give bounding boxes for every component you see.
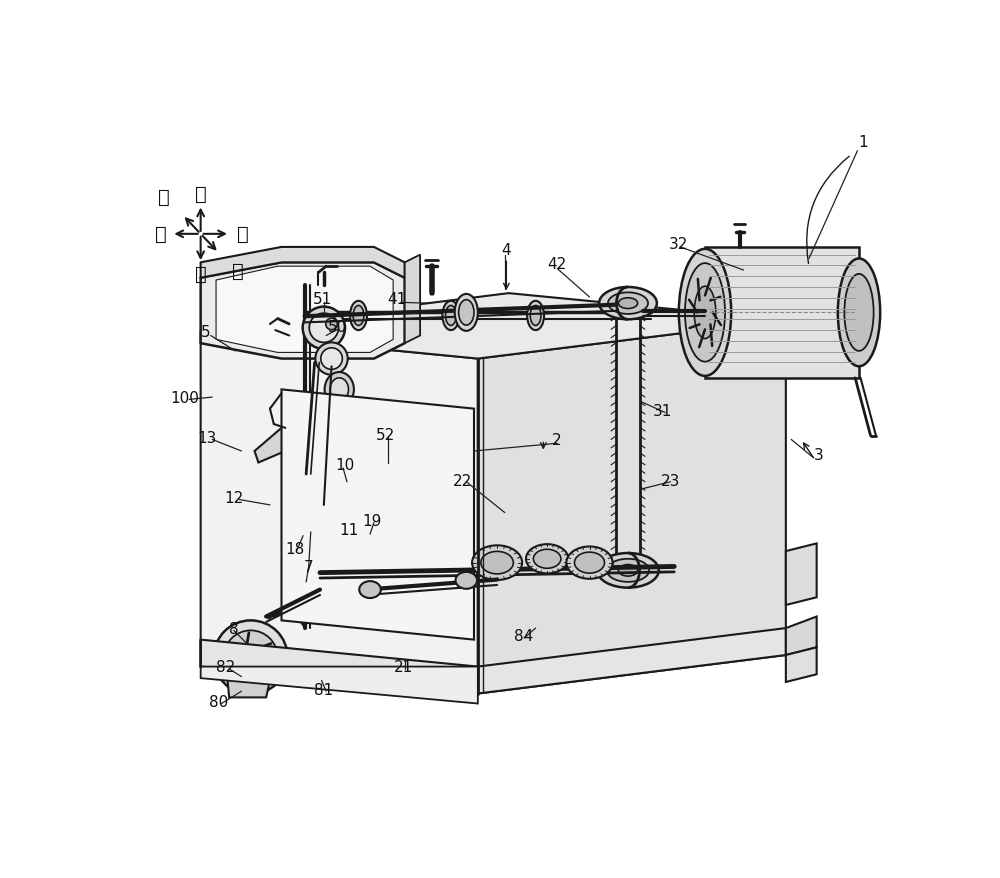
Polygon shape (201, 248, 405, 278)
Text: 右: 右 (237, 225, 249, 244)
Bar (297, 474, 320, 517)
Ellipse shape (608, 293, 648, 314)
Ellipse shape (359, 581, 381, 599)
Text: 21: 21 (394, 659, 413, 674)
Ellipse shape (694, 287, 716, 339)
Text: 3: 3 (814, 448, 824, 463)
Text: 23: 23 (661, 473, 680, 488)
Text: 1: 1 (858, 135, 868, 150)
Text: 11: 11 (339, 522, 358, 537)
Text: 8: 8 (229, 621, 239, 636)
Ellipse shape (574, 552, 605, 573)
Text: 42: 42 (548, 257, 567, 272)
Ellipse shape (526, 544, 568, 573)
Ellipse shape (446, 306, 456, 326)
Ellipse shape (679, 249, 731, 377)
Polygon shape (201, 332, 478, 694)
Polygon shape (786, 617, 817, 655)
Polygon shape (228, 674, 270, 698)
Polygon shape (201, 294, 786, 359)
Ellipse shape (442, 301, 459, 331)
Circle shape (214, 621, 288, 694)
Text: 81: 81 (314, 682, 333, 697)
Circle shape (224, 630, 278, 685)
Polygon shape (201, 640, 478, 704)
Text: 82: 82 (216, 659, 236, 674)
Text: 80: 80 (209, 694, 228, 709)
Text: 22: 22 (453, 473, 472, 488)
Text: 31: 31 (653, 404, 672, 419)
Text: 13: 13 (197, 430, 216, 445)
Ellipse shape (607, 559, 649, 582)
Ellipse shape (309, 313, 338, 343)
Polygon shape (786, 648, 817, 682)
Text: 左: 左 (155, 225, 166, 244)
Polygon shape (201, 263, 405, 359)
Ellipse shape (533, 550, 561, 569)
Polygon shape (216, 267, 393, 353)
Ellipse shape (455, 294, 478, 332)
Circle shape (239, 646, 262, 669)
Text: 19: 19 (363, 514, 382, 529)
Text: 5: 5 (201, 325, 211, 340)
Text: 50: 50 (328, 320, 347, 335)
Ellipse shape (618, 565, 638, 577)
Ellipse shape (321, 349, 342, 370)
Text: 10: 10 (335, 457, 354, 472)
Ellipse shape (303, 307, 345, 349)
Ellipse shape (618, 299, 638, 309)
Text: 前: 前 (232, 262, 243, 281)
Text: 52: 52 (376, 427, 395, 442)
Polygon shape (478, 320, 786, 694)
Polygon shape (255, 425, 328, 463)
Polygon shape (282, 390, 474, 640)
Ellipse shape (472, 546, 522, 580)
Text: 后: 后 (158, 188, 170, 207)
Ellipse shape (597, 553, 659, 588)
Ellipse shape (459, 300, 474, 326)
Text: 4: 4 (502, 242, 511, 257)
Ellipse shape (838, 259, 880, 367)
Polygon shape (705, 248, 859, 378)
Ellipse shape (481, 551, 513, 574)
Ellipse shape (685, 263, 725, 363)
Text: 84: 84 (514, 629, 534, 644)
Polygon shape (786, 543, 817, 605)
Ellipse shape (315, 343, 348, 375)
Ellipse shape (325, 372, 354, 407)
Ellipse shape (350, 301, 367, 331)
Ellipse shape (530, 306, 541, 326)
Polygon shape (405, 255, 420, 344)
Text: 51: 51 (313, 291, 332, 306)
Ellipse shape (326, 319, 337, 330)
Text: 7: 7 (304, 559, 313, 574)
Ellipse shape (353, 306, 364, 326)
Text: 18: 18 (286, 542, 305, 557)
Text: 41: 41 (387, 291, 407, 306)
Ellipse shape (599, 288, 657, 320)
Ellipse shape (456, 572, 477, 589)
Text: 100: 100 (170, 390, 199, 405)
Text: 12: 12 (224, 490, 243, 505)
Text: 上: 上 (195, 185, 207, 204)
Polygon shape (201, 629, 786, 694)
Ellipse shape (330, 378, 348, 401)
Text: 32: 32 (668, 236, 688, 251)
Bar (299, 479, 316, 509)
Ellipse shape (844, 275, 874, 351)
Ellipse shape (566, 547, 613, 579)
Text: 2: 2 (552, 433, 562, 448)
Text: 下: 下 (195, 265, 207, 284)
Ellipse shape (527, 301, 544, 331)
